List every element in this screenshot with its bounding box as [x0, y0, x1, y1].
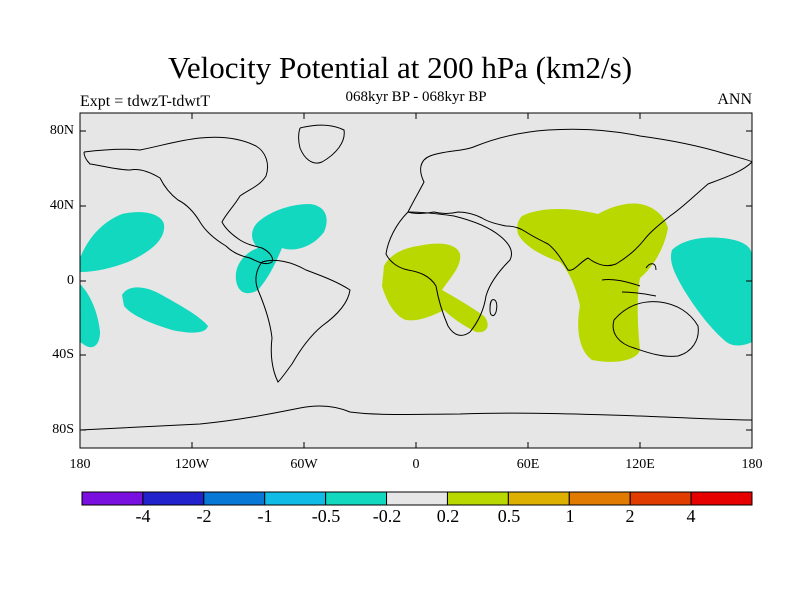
cyan-region-north-pacific — [80, 212, 165, 272]
colorbar-box — [203, 491, 266, 506]
lat-tick-label: 80S — [52, 422, 74, 437]
coastline-south-america — [255, 259, 351, 383]
cyan-region-west-edge — [80, 284, 100, 348]
cyan-region-atlantic — [235, 204, 327, 294]
season-label: ANN — [717, 91, 752, 108]
lat-tick-label: 80N — [49, 123, 74, 138]
lat-tick-label: 40N — [49, 198, 74, 213]
colorbar-box — [507, 491, 570, 506]
colorbar-label: 0.2 — [436, 506, 460, 526]
coastline-antarctica — [79, 405, 753, 431]
colorbar-label: -0.5 — [311, 506, 341, 526]
cyan-region-west-pacific — [670, 237, 752, 346]
colorbar-label: -0.2 — [372, 506, 402, 526]
map-title: Velocity Potential at 200 hPa (km2/s) — [167, 50, 633, 85]
coastline-maritime-continent — [601, 263, 657, 297]
colorbar-box — [142, 491, 205, 506]
lon-tick-label: 180 — [741, 457, 763, 472]
colorbar-box — [568, 491, 631, 506]
lon-tick-label: 60W — [290, 457, 318, 472]
colorbar-label: 1 — [565, 506, 575, 526]
map-subtitle: 068kyr BP - 068kyr BP — [345, 89, 487, 105]
axis-ticks — [79, 113, 753, 448]
cyan-region-south-pacific — [122, 287, 208, 333]
colorbar-box — [325, 491, 388, 506]
lon-tick-label: 120E — [625, 457, 655, 472]
coastline-europe-asia — [407, 128, 753, 271]
positive-anomaly-regions — [382, 203, 668, 362]
colorbar-label: -2 — [196, 506, 212, 526]
negative-anomaly-regions — [80, 204, 752, 348]
lat-tick-label: 0 — [67, 273, 74, 288]
lat-tick-label: 40S — [52, 347, 74, 362]
coastline-madagascar — [489, 299, 498, 317]
coastline-greenland — [298, 124, 345, 164]
colorbar-box — [446, 491, 509, 506]
colorbar-label: -1 — [257, 506, 273, 526]
colorbar-box — [81, 491, 144, 506]
colorbar-box — [629, 491, 692, 506]
colorbar-box — [264, 491, 327, 506]
green-region-africa — [382, 243, 488, 333]
lon-tick-label: 0 — [412, 457, 420, 472]
colorbar-label: -4 — [135, 506, 151, 526]
colorbar-box — [690, 491, 753, 506]
colorbar-label: 0.5 — [497, 506, 521, 526]
coastline-north-america — [83, 136, 273, 265]
coastline-africa — [385, 211, 513, 336]
colorbar-label: 4 — [686, 506, 696, 526]
green-region-indian-ocean — [517, 203, 668, 362]
colorbar-box — [386, 491, 448, 506]
colorbar — [81, 491, 753, 506]
lon-tick-label: 120W — [174, 457, 210, 472]
coastline-australia — [612, 301, 699, 357]
lon-tick-label: 180 — [69, 457, 91, 472]
coastlines — [79, 124, 753, 431]
lon-tick-label: 60E — [516, 457, 540, 472]
colorbar-label: 2 — [625, 506, 635, 526]
experiment-label: Expt = tdwzT-tdwtT — [80, 93, 211, 110]
